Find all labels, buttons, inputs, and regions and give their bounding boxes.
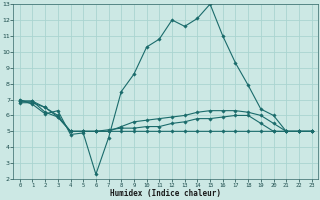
- X-axis label: Humidex (Indice chaleur): Humidex (Indice chaleur): [110, 189, 221, 198]
